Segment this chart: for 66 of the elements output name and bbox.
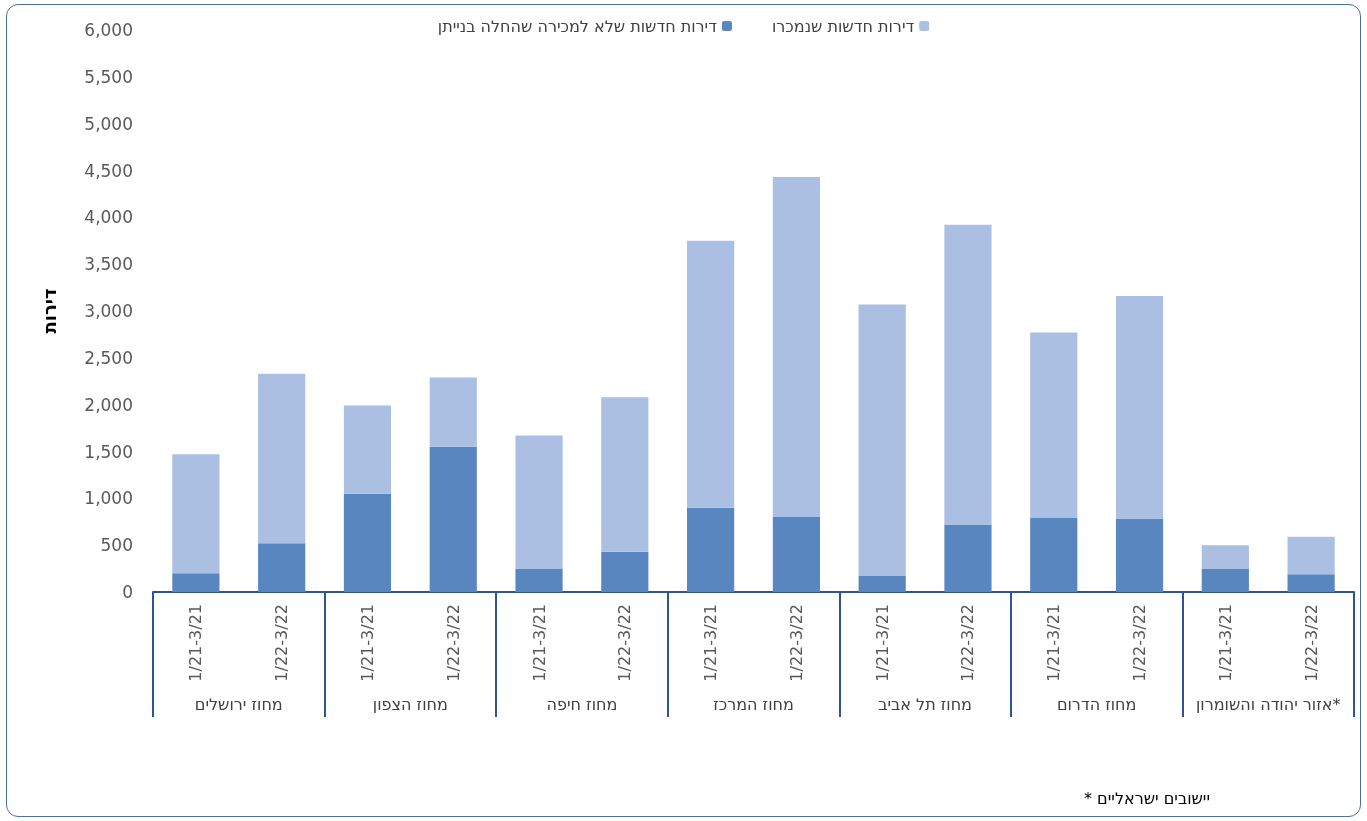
bar	[1287, 536, 1335, 575]
text: מחוז הצפון	[372, 694, 448, 714]
y-tick-label: 3,500	[84, 254, 133, 275]
y-tick-label: 5,500	[84, 66, 133, 87]
bar	[1030, 518, 1078, 592]
y-tick-label: 1,500	[84, 441, 133, 462]
x-tick-label: 1/21-3/21	[357, 604, 377, 682]
x-tick-label: 1/22-3/22	[443, 604, 463, 682]
bar	[1115, 518, 1164, 592]
bar	[944, 224, 992, 525]
bar	[515, 568, 563, 592]
x-tick-label: 1/22-3/22	[786, 604, 806, 682]
x-tick-label: 1/21-3/21	[186, 604, 206, 682]
x-tick-label: 1/22-3/22	[272, 604, 292, 682]
bar	[944, 524, 992, 592]
bar	[1030, 332, 1078, 518]
text: מחוז הדרום	[1056, 694, 1137, 714]
text: אזור יהודה והשומרון*	[1195, 694, 1341, 714]
bar	[1115, 296, 1164, 519]
bar	[601, 551, 649, 592]
x-tick-label: 1/22-3/22	[615, 604, 635, 682]
x-tick-label: 1/21-3/21	[529, 604, 549, 682]
y-tick-label: 0	[122, 582, 133, 602]
bar	[772, 517, 820, 592]
y-tick-label: 4,000	[84, 207, 133, 228]
bar	[258, 543, 306, 592]
bar	[687, 240, 735, 508]
y-tick-label: 2,500	[84, 347, 133, 368]
legend-label: דירות חדשות שלא למכירה שהחלה בנייתן	[437, 16, 718, 36]
legend-label: דירות חדשות שנמכרו	[771, 16, 915, 36]
bar	[687, 507, 735, 592]
bar	[429, 377, 477, 447]
y-tick-label: 3,000	[84, 301, 133, 321]
x-tick-label: 1/22-3/22	[1130, 604, 1150, 682]
y-tick-label: 6,000	[84, 20, 133, 40]
text: * יישובים ישראליים	[1084, 788, 1211, 808]
text: מחוז המרכז	[713, 694, 794, 714]
bar	[515, 435, 563, 569]
bar	[1201, 568, 1249, 592]
y-tick-label: 2,000	[84, 394, 133, 415]
bar	[343, 493, 392, 592]
x-tick-label: 1/21-3/21	[1215, 604, 1235, 682]
y-tick-label: 1,000	[84, 488, 133, 509]
bar	[858, 576, 906, 592]
x-tick-label: 1/21-3/21	[872, 604, 892, 682]
bar	[1287, 574, 1335, 592]
text: מחוז תל אביב	[878, 694, 972, 714]
bar	[172, 573, 220, 592]
x-tick-label: 1/22-3/22	[1301, 604, 1321, 682]
x-tick-label: 1/21-3/21	[701, 604, 721, 682]
y-tick-label: 5,000	[84, 113, 133, 134]
text: מחוז ירושלים	[194, 694, 283, 714]
bar	[1201, 545, 1249, 569]
bar	[858, 304, 906, 577]
bar	[601, 397, 649, 552]
bar	[343, 405, 392, 494]
bar	[429, 446, 477, 592]
y-tick-label: 4,500	[84, 160, 133, 181]
bar	[258, 373, 306, 544]
y-tick-label: 500	[100, 535, 133, 556]
x-tick-label: 1/21-3/21	[1044, 604, 1064, 682]
bar	[772, 177, 820, 518]
y-axis-title: דירות	[38, 288, 60, 334]
bar	[172, 454, 220, 574]
x-tick-label: 1/22-3/22	[958, 604, 978, 682]
text: מחוז חיפה	[546, 694, 618, 714]
